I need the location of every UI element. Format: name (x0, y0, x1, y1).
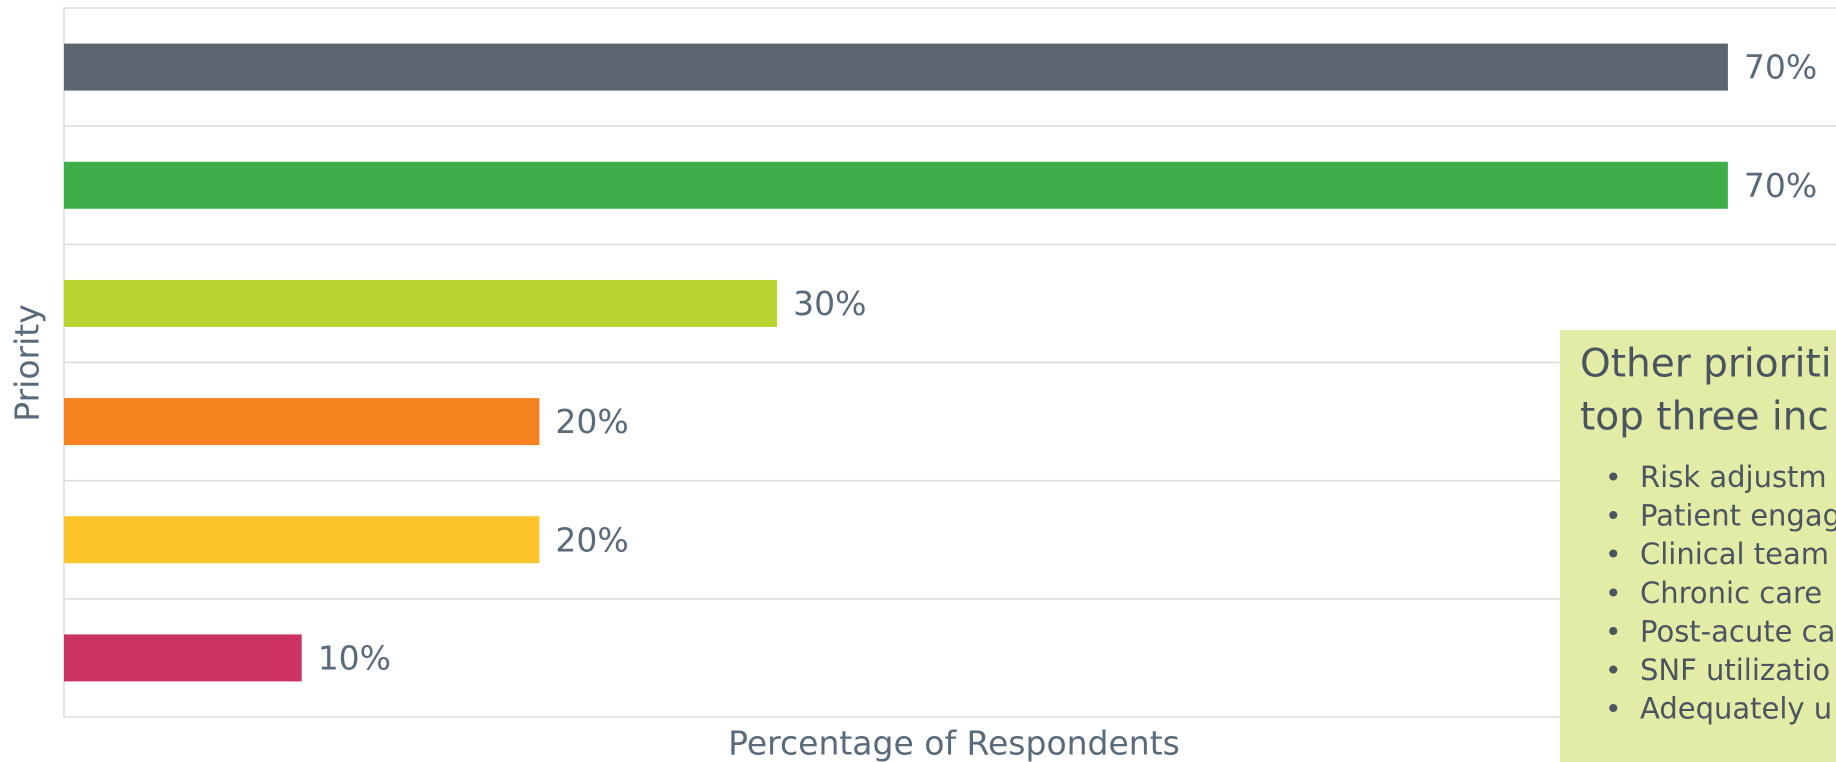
callout-box (1560, 330, 1836, 762)
value-label: 10% (318, 638, 391, 677)
callout-bullet: • (1605, 577, 1622, 610)
value-label: 30% (793, 284, 866, 323)
bar (64, 43, 1728, 91)
callout-item: SNF utilizatio (1640, 653, 1830, 687)
value-label: 70% (1744, 48, 1817, 87)
bar (64, 634, 302, 682)
callout-item: Adequately u (1640, 692, 1832, 726)
value-label: 70% (1744, 166, 1817, 205)
callout-item: Post-acute ca (1640, 614, 1835, 648)
bar (64, 516, 540, 564)
callout-title: top three inc (1580, 395, 1829, 440)
callout-bullet: • (1605, 538, 1622, 571)
x-axis-label: Percentage of Respondents (728, 724, 1180, 762)
value-label: 20% (555, 402, 628, 441)
callout-bullet: • (1605, 500, 1622, 533)
callout-bullet: • (1605, 461, 1622, 494)
callout-bullet: • (1605, 615, 1622, 648)
bar (64, 398, 540, 446)
callout-bullet: • (1605, 654, 1622, 687)
callout-item: Clinical team (1640, 537, 1829, 571)
callout-item: Chronic care (1640, 576, 1822, 610)
callout-title: Other prioriti (1580, 342, 1832, 387)
callout-item: Risk adjustm (1640, 460, 1827, 494)
value-label: 20% (555, 520, 628, 559)
y-axis-label: Priority (8, 304, 47, 421)
bar (64, 161, 1728, 209)
callout-bullet: • (1605, 693, 1622, 726)
callout-item: Patient engag (1640, 499, 1836, 533)
bar (64, 279, 778, 327)
